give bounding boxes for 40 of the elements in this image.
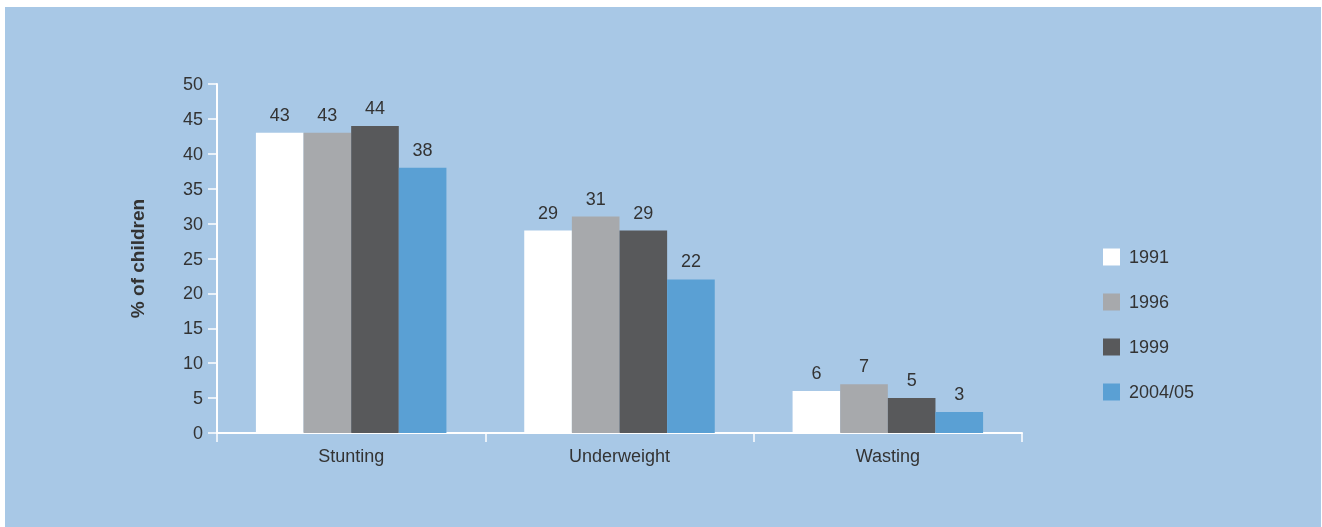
bar bbox=[351, 125, 399, 433]
legend-label: 1991 bbox=[1129, 247, 1170, 267]
y-tick-label: 10 bbox=[182, 353, 203, 374]
bar bbox=[619, 230, 668, 433]
x-tick-label: Wasting bbox=[855, 446, 921, 466]
legend-label: 2004/05 bbox=[1129, 382, 1195, 402]
data-label: 5 bbox=[906, 370, 917, 391]
y-axis-title: % of children bbox=[127, 198, 148, 319]
data-label: 7 bbox=[859, 356, 870, 377]
data-label: 3 bbox=[954, 384, 965, 405]
bar bbox=[840, 384, 888, 433]
legend-label: 1996 bbox=[1129, 292, 1170, 312]
bar bbox=[935, 412, 984, 433]
data-label: 44 bbox=[364, 97, 385, 118]
bar bbox=[398, 167, 447, 433]
y-tick-label: 5 bbox=[192, 388, 203, 409]
bar bbox=[667, 279, 715, 433]
data-label: 43 bbox=[269, 104, 290, 125]
data-label: 29 bbox=[538, 202, 559, 223]
y-tick-label: 50 bbox=[182, 74, 203, 94]
y-tick-label: 30 bbox=[182, 213, 203, 234]
data-label: 38 bbox=[412, 139, 433, 160]
x-tick-label: Stunting bbox=[318, 446, 385, 466]
y-tick-label: 25 bbox=[182, 248, 203, 269]
data-label: 31 bbox=[585, 188, 606, 209]
legend-label: 1999 bbox=[1129, 337, 1170, 357]
y-tick-label: 45 bbox=[182, 108, 203, 129]
bar bbox=[303, 132, 352, 433]
y-tick-label: 15 bbox=[182, 318, 203, 339]
y-tick-label: 35 bbox=[182, 178, 203, 199]
y-tick-label: 20 bbox=[182, 283, 203, 304]
data-label: 6 bbox=[811, 363, 822, 384]
bar bbox=[571, 216, 620, 433]
y-tick-label: 40 bbox=[182, 143, 203, 164]
data-label: 22 bbox=[680, 251, 701, 272]
x-tick-label: Underweight bbox=[568, 446, 671, 466]
y-tick-label: 0 bbox=[192, 423, 203, 443]
bar bbox=[887, 398, 936, 433]
data-label: 29 bbox=[633, 202, 654, 223]
data-label: 43 bbox=[317, 104, 338, 125]
